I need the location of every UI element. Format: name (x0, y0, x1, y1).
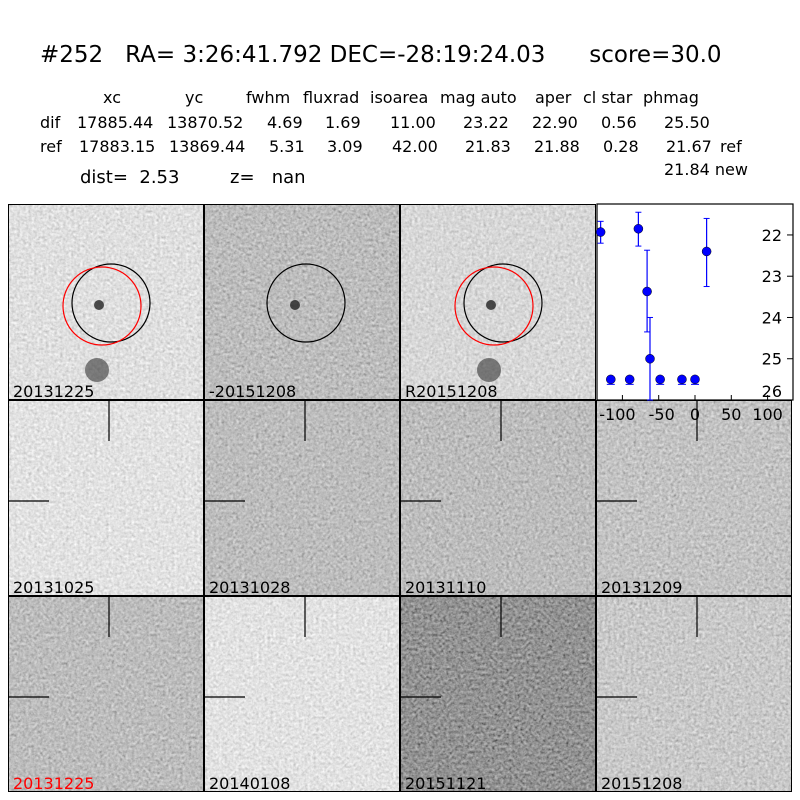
image-stamp: 20131110 (400, 400, 596, 596)
cell: 11.00 (390, 113, 436, 132)
image-stamp: 20131025 (8, 400, 204, 596)
detection-circle (71, 263, 151, 343)
cell: 17885.44 (77, 113, 154, 132)
detection-circle (463, 263, 543, 343)
data-point (595, 227, 606, 237)
cell: 22.90 (532, 113, 578, 132)
star-blob (477, 358, 501, 382)
image-stamp: -20151208 (204, 204, 400, 400)
cell: 13869.44 (169, 137, 246, 156)
stamp-date-label: 20131225 (13, 774, 95, 792)
new-phmag: 21.84 new (664, 160, 748, 179)
cell: 4.69 (267, 113, 303, 132)
stamp-image (597, 401, 791, 595)
stamp-image (205, 401, 399, 595)
data-point (642, 286, 652, 297)
stamp-image (401, 597, 595, 791)
data-point (624, 374, 635, 385)
stamp-date-label: 20131225 (13, 382, 95, 400)
stamp-image (205, 205, 399, 399)
stamp-date-label: 20131025 (13, 578, 95, 596)
y-tick-label: 22 (762, 226, 782, 245)
column-header: fwhm (246, 88, 291, 107)
data-point (690, 374, 700, 385)
image-stamp: 20151208 (596, 596, 792, 792)
data-point (633, 224, 644, 234)
column-header: xc (103, 88, 121, 107)
cell: 23.22 (463, 113, 509, 132)
image-stamp: 20151121 (400, 596, 596, 792)
column-header: isoarea (370, 88, 429, 107)
cell: 3.09 (327, 137, 363, 156)
cell: 0.56 (601, 113, 637, 132)
column-header: phmag (643, 88, 699, 107)
y-tick-label: 23 (762, 267, 782, 286)
data-point (645, 353, 655, 364)
column-header: cl star (583, 88, 633, 107)
column-header: mag auto (440, 88, 517, 107)
x-tick-label: 50 (721, 405, 741, 424)
stamp-date-label: 20151121 (405, 774, 487, 792)
cell: 1.69 (325, 113, 361, 132)
cell: 25.50 (664, 113, 710, 132)
title: #252 RA= 3:26:41.792 DEC=-28:19:24.03 sc… (40, 42, 722, 68)
cell: 17883.15 (79, 137, 156, 156)
dist: dist= 2.53 (80, 167, 180, 188)
cell: 42.00 (392, 137, 438, 156)
stamp-image (9, 597, 203, 791)
image-stamp: 20131209 (596, 400, 792, 596)
column-header: yc (185, 88, 204, 107)
cell: 0.28 (603, 137, 639, 156)
star-blob (85, 358, 109, 382)
source-blob (290, 300, 300, 310)
stamp-image (9, 205, 203, 399)
column-header: fluxrad (303, 88, 360, 107)
data-point (606, 374, 616, 385)
image-stamp: 20131225 (8, 596, 204, 792)
y-tick-label: 24 (762, 308, 782, 327)
x-tick-label: -100 (599, 405, 635, 424)
stamp-date-label: 20131028 (209, 578, 291, 596)
stamp-date-label: 20151208 (601, 774, 683, 792)
stamp-date-label: R20151208 (405, 382, 498, 400)
cell: 21.83 (465, 137, 511, 156)
x-tick-label: -50 (649, 405, 675, 424)
image-stamp: 20140108 (204, 596, 400, 792)
stamp-date-label: 20131209 (601, 578, 683, 596)
reference-circle (62, 266, 142, 346)
stamp-image (401, 205, 595, 399)
row-label: dif (40, 113, 61, 132)
image-stamp: R20151208 (400, 204, 596, 400)
source-blob (486, 300, 496, 310)
stamp-date-label: -20151208 (209, 382, 297, 400)
data-point (655, 374, 665, 385)
cell: 21.88 (534, 137, 580, 156)
y-tick-label: 26 (762, 382, 782, 401)
stamp-image (205, 597, 399, 791)
cell: 13870.52 (167, 113, 244, 132)
x-tick-label: 0 (690, 405, 700, 424)
row-suffix: ref (720, 137, 742, 156)
data-point (677, 374, 687, 385)
detection-circle (266, 263, 346, 343)
stamp-date-label: 20131110 (405, 578, 487, 596)
cell: 21.67 (666, 137, 712, 156)
column-header: aper (535, 88, 572, 107)
reference-circle (454, 266, 534, 346)
stamp-image (597, 597, 791, 791)
source-blob (94, 300, 104, 310)
row-label: ref (40, 137, 62, 156)
image-stamp: 20131028 (204, 400, 400, 596)
x-tick-label: 100 (752, 405, 783, 424)
image-stamp: 20131225 (8, 204, 204, 400)
stamp-date-label: 20140108 (209, 774, 291, 792)
data-point (701, 246, 712, 257)
y-tick-label: 25 (762, 350, 782, 369)
stamp-image (9, 401, 203, 595)
light-curve-plot: 22 23 24 25 26 -100 -50 0 50 100 (595, 203, 794, 424)
stamp-image (401, 401, 595, 595)
z-value: z= nan (230, 167, 306, 188)
cell: 5.31 (269, 137, 305, 156)
